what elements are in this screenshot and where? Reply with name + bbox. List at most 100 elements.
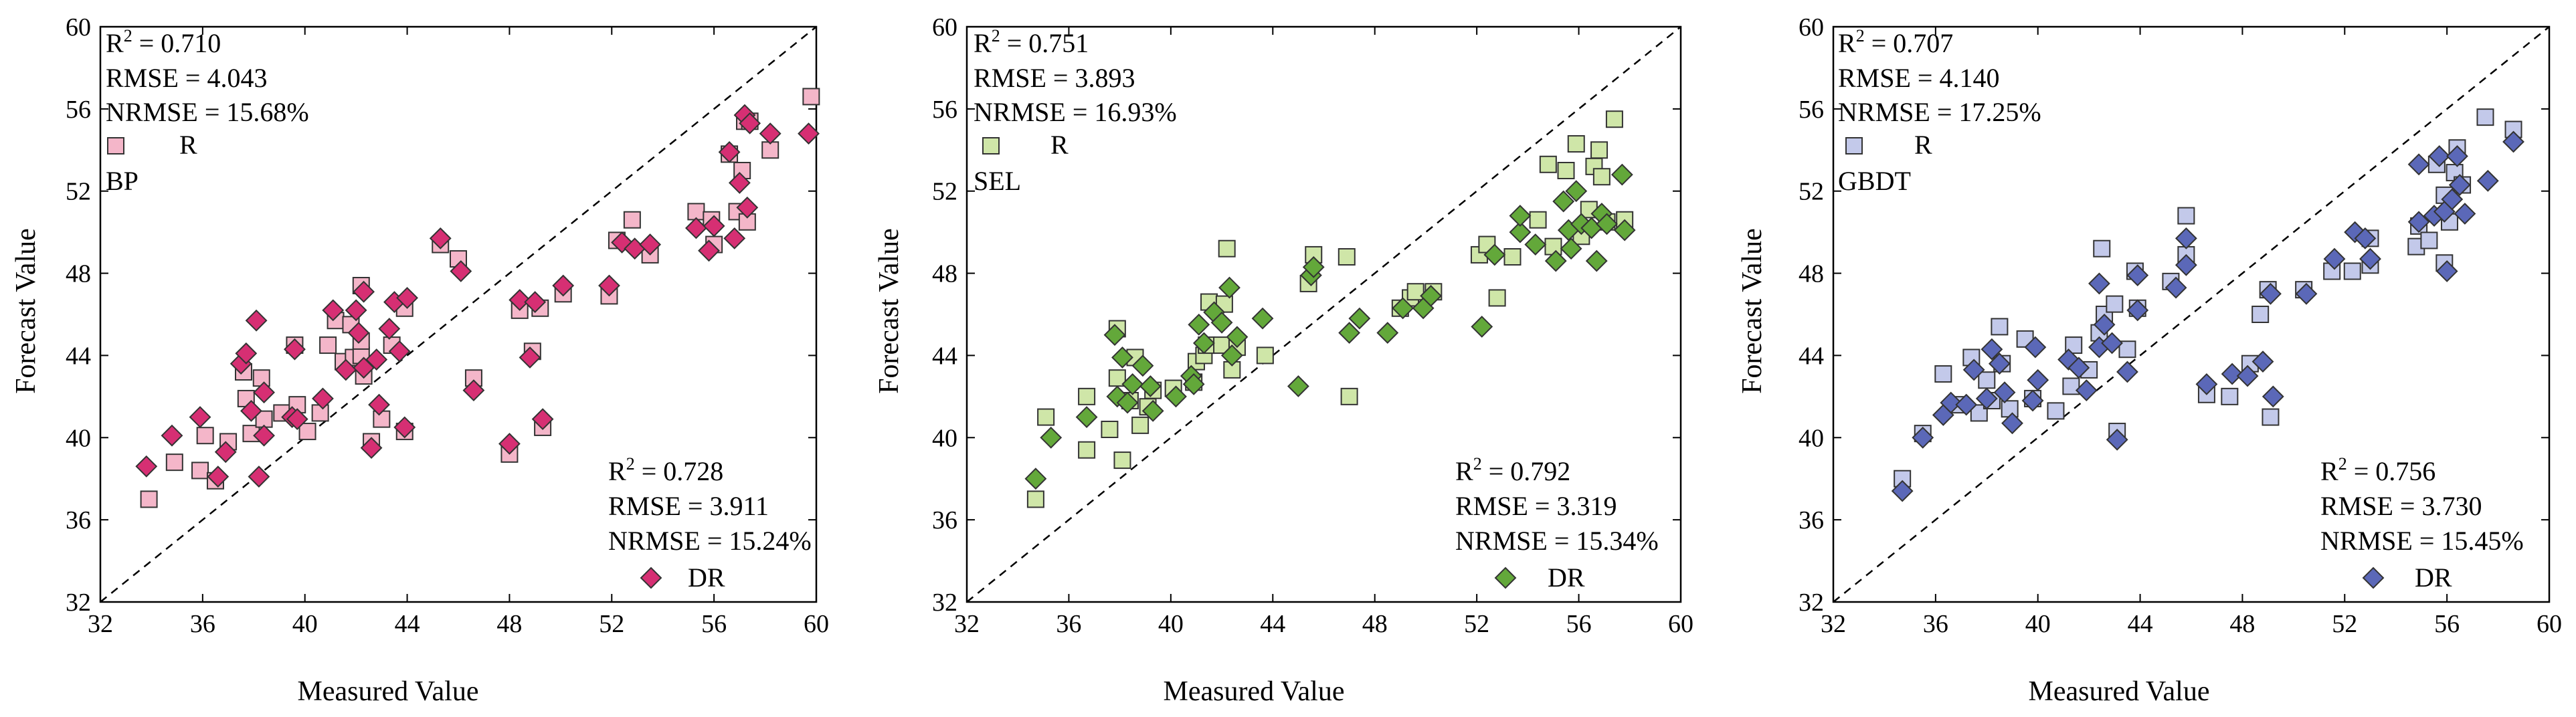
r2-superscript: 2 — [2338, 454, 2347, 474]
stats-dr-block: R2 = 0.756 RMSE = 3.730 NRMSE = 15.45% D… — [2320, 454, 2524, 593]
point-dr-diamond — [2428, 145, 2451, 167]
point-dr-diamond — [396, 287, 418, 309]
point-dr-diamond — [1188, 313, 1210, 336]
point-r-square — [802, 88, 820, 106]
point-r-square — [1978, 371, 1996, 389]
point-dr-diamond — [2027, 369, 2049, 391]
point-dr-diamond — [1988, 352, 2011, 375]
point-dr-diamond — [2088, 272, 2110, 295]
point-dr-diamond — [2093, 313, 2116, 336]
point-dr-diamond — [322, 299, 345, 322]
point-r-square — [2062, 377, 2080, 395]
y-tick-label: 56 — [932, 96, 957, 124]
point-dr-diamond — [2454, 203, 2476, 225]
point-r-square — [191, 462, 209, 480]
panel-sel: 32 36 40 44 48 52 56 60 32 36 40 44 48 52 56 60 Measure… — [874, 13, 1693, 707]
point-dr-diamond — [684, 217, 707, 239]
point-dr-diamond — [2067, 356, 2090, 379]
point-dr-diamond — [1220, 344, 1243, 367]
point-r-square — [1026, 490, 1044, 508]
point-r-square — [1113, 451, 1131, 470]
point-r-square — [1592, 168, 1611, 186]
y-axis-title: Forecast Value — [1737, 228, 1768, 394]
point-r-square — [1590, 141, 1608, 159]
r2-label-r: R2 = 0.707 — [1838, 26, 1953, 58]
nrmse-label-dr: NRMSE = 15.24% — [608, 526, 812, 556]
point-dr-diamond — [1075, 406, 1098, 428]
legend-label-r: R — [1914, 130, 1932, 160]
x-tick-label: 32 — [1821, 610, 1846, 638]
x-tick-label: 32 — [88, 610, 113, 638]
nrmse-label-r: NRMSE = 15.68% — [106, 97, 309, 127]
y-tick-label: 48 — [932, 260, 957, 288]
x-tick-label: 56 — [2434, 610, 2460, 638]
point-r-square — [373, 410, 391, 428]
scatter-points — [135, 88, 820, 508]
point-dr-diamond — [1975, 387, 1998, 410]
point-dr-diamond — [1116, 391, 1139, 414]
point-dr-diamond — [1611, 163, 1633, 186]
point-dr-diamond — [189, 406, 211, 428]
r2-prefix: R — [1455, 456, 1473, 486]
rmse-label-r: RMSE = 4.140 — [1838, 63, 1999, 93]
legend-diamond-marker — [1494, 567, 1517, 589]
point-r-square — [2047, 402, 2065, 420]
point-dr-diamond — [728, 172, 751, 194]
point-dr-diamond — [2407, 211, 2430, 233]
y-axis-title: Forecast Value — [874, 228, 905, 394]
rmse-label-r: RMSE = 3.893 — [974, 63, 1135, 93]
point-dr-diamond — [2106, 428, 2128, 451]
point-r-square — [311, 404, 329, 422]
point-r-square — [1338, 248, 1356, 266]
y-tick-label: 52 — [1799, 178, 1824, 206]
x-tick-label: 48 — [2229, 610, 2255, 638]
point-r-square — [1108, 369, 1126, 387]
point-r-square — [196, 427, 214, 445]
point-dr-diamond — [2359, 247, 2381, 270]
point-dr-diamond — [2024, 336, 2047, 358]
point-dr-diamond — [378, 318, 401, 340]
identity-line — [1833, 26, 2550, 603]
point-dr-diamond — [2221, 363, 2243, 385]
point-dr-diamond — [509, 289, 531, 311]
y-tick-label: 36 — [932, 506, 957, 534]
point-dr-diamond — [2251, 350, 2274, 373]
point-dr-diamond — [1560, 237, 1582, 260]
y-tick-label: 40 — [66, 424, 91, 452]
point-dr-diamond — [1613, 219, 1636, 241]
r2-superscript: 2 — [626, 454, 635, 474]
point-dr-diamond — [1218, 276, 1240, 299]
point-dr-diamond — [235, 342, 258, 365]
point-dr-diamond — [1955, 393, 1978, 416]
legend-r: R SEL — [974, 130, 1069, 196]
nrmse-label-r: NRMSE = 17.25% — [1838, 97, 2041, 127]
legend-label-r: R — [179, 130, 197, 160]
model-label: SEL — [974, 166, 1021, 196]
r2-prefix: R — [608, 456, 626, 486]
nrmse-label-dr: NRMSE = 15.45% — [2320, 526, 2524, 556]
point-dr-diamond — [2101, 332, 2123, 354]
point-r-square — [1557, 162, 1575, 179]
legend-square-marker — [1845, 137, 1863, 155]
r2-prefix: R — [2320, 456, 2338, 486]
point-dr-diamond — [1348, 307, 1371, 330]
plot-frame — [965, 25, 1682, 603]
legend-diamond-marker — [640, 567, 662, 589]
point-r-square — [165, 453, 183, 472]
x-axis-title: Measured Value — [2029, 676, 2210, 707]
point-r-square — [1544, 237, 1562, 255]
y-tick-label: 44 — [1799, 342, 1824, 370]
point-dr-diamond — [1251, 307, 1274, 330]
scatter-points — [1024, 110, 1636, 508]
point-dr-diamond — [698, 239, 720, 262]
y-tick-label: 60 — [66, 13, 91, 41]
identity-line — [966, 26, 1681, 603]
point-dr-diamond — [353, 280, 375, 303]
point-dr-diamond — [1165, 385, 1187, 408]
x-tick-label: 60 — [1668, 610, 1693, 638]
point-dr-diamond — [2126, 264, 2149, 287]
legend-label-dr: DR — [1548, 562, 1585, 593]
point-r-square — [1567, 135, 1585, 153]
nrmse-label-dr: NRMSE = 15.34% — [1455, 526, 1659, 556]
point-dr-diamond — [1287, 375, 1309, 397]
